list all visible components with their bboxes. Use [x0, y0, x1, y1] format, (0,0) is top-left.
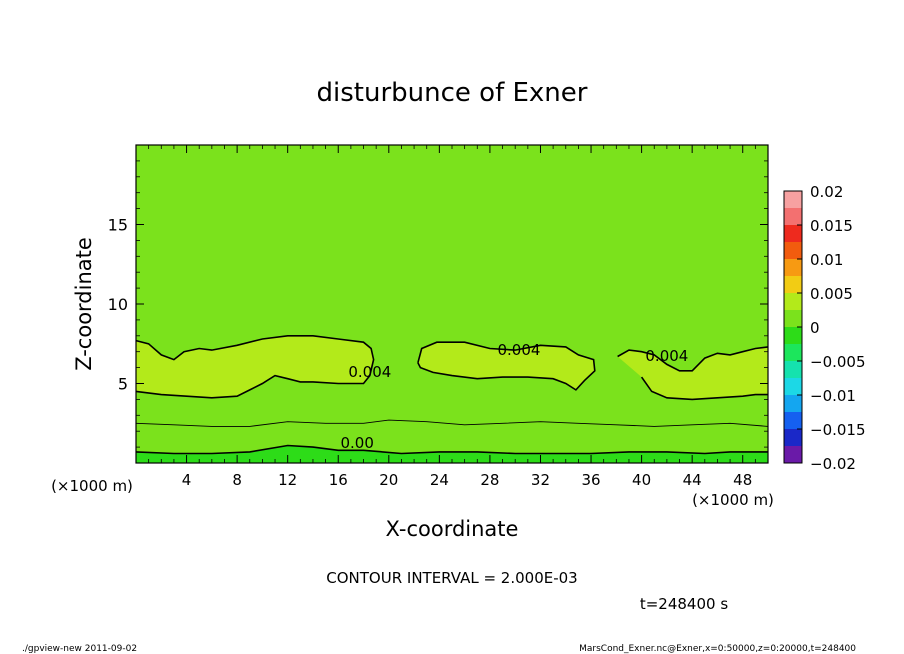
contour-label: 0.004 [498, 341, 541, 359]
chart-title: disturbunce of Exner [317, 78, 588, 108]
colorbar-cell [784, 293, 802, 310]
colorbar-tick-label: 0.015 [810, 217, 853, 235]
field-background [136, 145, 768, 463]
x-axis-title: X-coordinate [386, 517, 519, 541]
colorbar-cell [784, 191, 802, 208]
colorbar-cell [784, 361, 802, 378]
footer-left: ./gpview-new 2011-09-02 [22, 644, 137, 654]
time-label: t=248400 s [640, 595, 728, 613]
contour-line [135, 419, 769, 427]
colorbar-cell [784, 259, 802, 276]
colorbar-cell [784, 242, 802, 259]
x-tick-label: 40 [632, 471, 651, 489]
colorbar-tick-label: 0 [810, 319, 820, 337]
colorbar-cell [784, 429, 802, 446]
colorbar-tick-label: 0.005 [810, 285, 853, 303]
contour-line [135, 334, 375, 399]
x-tick-label: 32 [531, 471, 550, 489]
contour-line [617, 346, 769, 372]
contour-line [640, 376, 768, 401]
x-unit-label-left: (×1000 m) [51, 477, 133, 495]
x-tick-label: 4 [182, 471, 192, 489]
colorbar-cell [784, 327, 802, 344]
surface-layer-fill [136, 445, 768, 463]
y-tick-label: 5 [118, 375, 128, 394]
contour-interval-note: CONTOUR INTERVAL = 2.000E-03 [326, 569, 577, 587]
high-value-patch [617, 346, 768, 400]
contour-label: 0.004 [348, 363, 391, 381]
x-tick-label: 44 [683, 471, 702, 489]
colorbar-cell [784, 276, 802, 293]
x-tick-label: 36 [581, 471, 600, 489]
colorbar-tick-label: 0.02 [810, 183, 843, 201]
x-tick-label: 16 [329, 471, 348, 489]
plot-area: 0.004 0.004 0.004 0.00 [135, 144, 769, 464]
colorbar: 0.02 0.015 0.01 0.005 0 −0.005 −0.01 −0.015 −0.0… [783, 183, 866, 473]
y-tick-label: 15 [108, 216, 128, 235]
contour-labels: 0.004 0.004 0.004 0.00 [340, 341, 688, 452]
x-axis-ticks: 4 8 12 16 20 24 28 32 36 40 44 48 [148, 145, 756, 489]
colorbar-tick-label: −0.02 [810, 455, 856, 473]
contour-lines [135, 334, 769, 455]
colorbar-tick-label: 0.01 [810, 251, 843, 269]
y-axis-ticks: 5 10 15 [108, 160, 768, 448]
y-axis-title: Z-coordinate [72, 237, 96, 371]
colorbar-cell [784, 208, 802, 225]
contour-line [135, 444, 768, 455]
x-tick-label: 8 [232, 471, 242, 489]
footer-right: MarsCond_Exner.nc@Exner,x=0:50000,z=0:20… [579, 644, 856, 654]
x-tick-label: 12 [278, 471, 297, 489]
colorbar-cell [784, 412, 802, 429]
colorbar-tick-label: −0.01 [810, 387, 856, 405]
colorbar-tick-label: −0.015 [810, 421, 866, 439]
colorbar-cell [784, 310, 802, 327]
contour-label: 0.004 [645, 347, 688, 365]
x-tick-label: 24 [430, 471, 449, 489]
colorbar-cell [784, 395, 802, 412]
contour-label: 0.00 [340, 434, 373, 452]
x-tick-label: 28 [480, 471, 499, 489]
x-unit-label-right: (×1000 m) [692, 491, 774, 509]
x-tick-label: 48 [733, 471, 752, 489]
high-value-patch [136, 335, 374, 398]
y-tick-label: 10 [108, 295, 128, 314]
colorbar-cell [784, 378, 802, 395]
x-tick-label: 20 [379, 471, 398, 489]
colorbar-cell [784, 344, 802, 361]
colorbar-tick-label: −0.005 [810, 353, 866, 371]
colorbar-cell [784, 225, 802, 242]
colorbar-cell [784, 446, 802, 463]
contour-line [417, 341, 596, 391]
